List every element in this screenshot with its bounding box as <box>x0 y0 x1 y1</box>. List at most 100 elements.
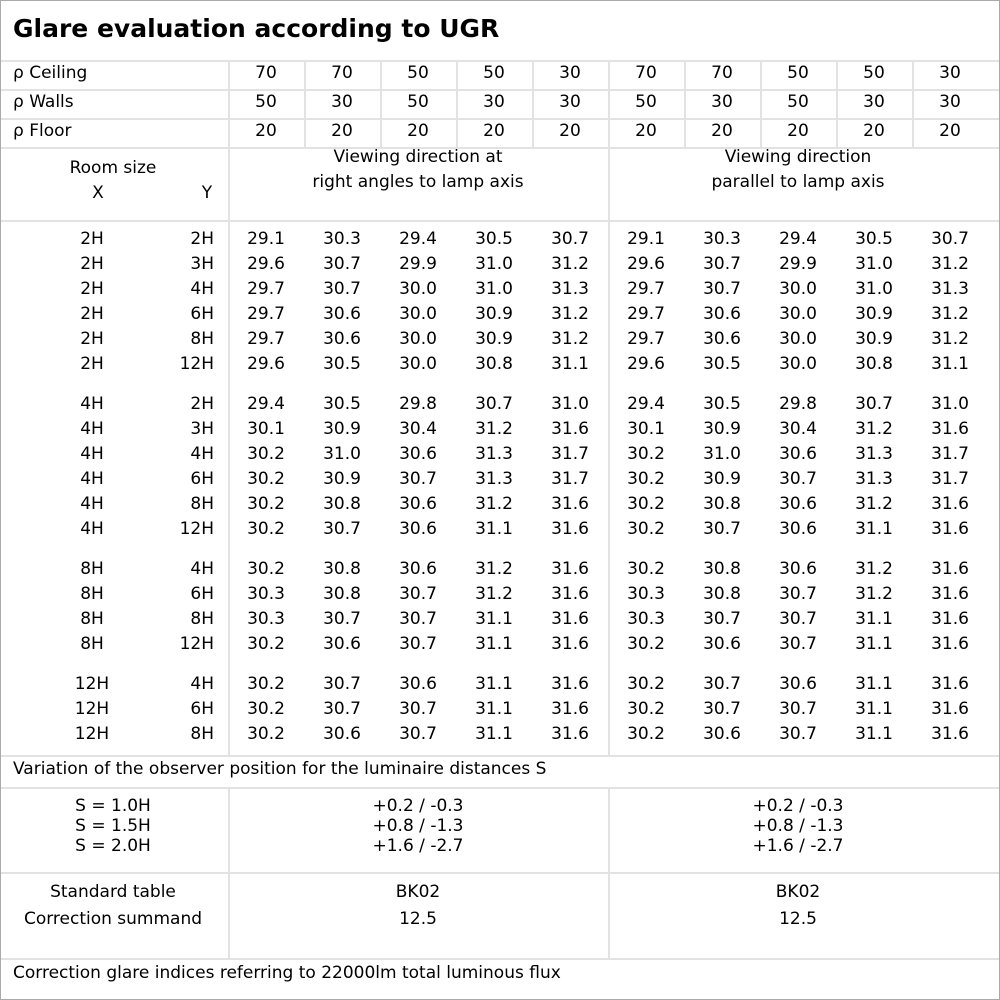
reflectance-value: 30 <box>939 92 961 112</box>
ugr-value: 31.2 <box>475 584 513 604</box>
ugr-value: 30.6 <box>779 494 817 514</box>
room-x-value: 4H <box>80 519 104 539</box>
reflectance-value: 20 <box>635 121 657 141</box>
ugr-value: 29.4 <box>399 229 437 249</box>
ugr-value: 31.2 <box>551 329 589 349</box>
room-x-value: 4H <box>80 469 104 489</box>
standard-table-label: Standard table <box>50 882 176 902</box>
ugr-value: 31.6 <box>931 699 969 719</box>
room-y-value: 4H <box>190 559 214 579</box>
ugr-value: 31.2 <box>551 254 589 274</box>
ugr-value: 30.6 <box>399 519 437 539</box>
ugr-value: 31.7 <box>931 444 969 464</box>
ugr-value: 30.2 <box>627 559 665 579</box>
room-y-value: 8H <box>190 609 214 629</box>
room-y-value: 4H <box>190 279 214 299</box>
variation-right: +1.6 / -2.7 <box>372 836 464 856</box>
ugr-value: 29.7 <box>247 279 285 299</box>
ugr-value: 30.8 <box>323 584 361 604</box>
ugr-value: 31.2 <box>475 559 513 579</box>
grid-line <box>456 60 458 147</box>
room-size-label: Room size <box>69 158 157 178</box>
ugr-value: 31.6 <box>931 419 969 439</box>
reflectance-value: 50 <box>407 92 429 112</box>
ugr-value: 31.6 <box>931 519 969 539</box>
ugr-value: 30.6 <box>703 634 741 654</box>
ugr-value: 30.2 <box>247 559 285 579</box>
ugr-value: 30.6 <box>323 724 361 744</box>
grid-line <box>684 60 686 147</box>
spacing-label: S = 1.0H <box>75 796 151 816</box>
ugr-value: 30.7 <box>323 279 361 299</box>
ugr-value: 31.1 <box>475 634 513 654</box>
ugr-value: 30.7 <box>399 634 437 654</box>
ugr-value: 31.2 <box>475 494 513 514</box>
ugr-value: 31.3 <box>855 469 893 489</box>
ugr-value: 31.3 <box>551 279 589 299</box>
grid-line <box>1 755 999 757</box>
ugr-value: 29.8 <box>399 394 437 414</box>
ugr-value: 31.6 <box>551 519 589 539</box>
reflectance-value: 20 <box>255 121 277 141</box>
ugr-value: 30.2 <box>247 634 285 654</box>
ugr-value: 30.6 <box>779 674 817 694</box>
variation-parallel: +1.6 / -2.7 <box>752 836 844 856</box>
ugr-value: 30.5 <box>323 354 361 374</box>
ugr-value: 29.6 <box>247 354 285 374</box>
ugr-value: 30.6 <box>703 304 741 324</box>
room-y-value: 6H <box>190 584 214 604</box>
grid-line <box>1 60 999 62</box>
ugr-value: 30.9 <box>855 304 893 324</box>
reflectance-value: 20 <box>711 121 733 141</box>
room-x-value: 2H <box>80 329 104 349</box>
ugr-value: 30.6 <box>779 559 817 579</box>
reflectance-value: 20 <box>483 121 505 141</box>
ugr-value: 31.6 <box>931 724 969 744</box>
room-x-label: X <box>92 183 104 203</box>
ugr-value: 30.3 <box>247 584 285 604</box>
room-y-value: 6H <box>190 699 214 719</box>
ugr-value: 31.1 <box>475 699 513 719</box>
ugr-value: 31.6 <box>551 634 589 654</box>
ugr-value: 29.9 <box>779 254 817 274</box>
ugr-value: 30.3 <box>247 609 285 629</box>
ugr-value: 30.7 <box>399 584 437 604</box>
ugr-value: 30.3 <box>627 609 665 629</box>
ugr-value: 30.5 <box>855 229 893 249</box>
ugr-value: 31.6 <box>931 634 969 654</box>
reflectance-value: 30 <box>939 63 961 83</box>
room-x-value: 2H <box>80 279 104 299</box>
ugr-value: 31.2 <box>855 494 893 514</box>
ugr-value: 30.8 <box>703 584 741 604</box>
ugr-value: 30.2 <box>247 469 285 489</box>
grid-line <box>1 220 999 222</box>
grid-line <box>1 89 999 91</box>
room-y-value: 12H <box>179 354 214 374</box>
ugr-value: 30.5 <box>323 394 361 414</box>
ugr-value: 31.7 <box>931 469 969 489</box>
ugr-value: 31.1 <box>855 674 893 694</box>
reflectance-value: 20 <box>407 121 429 141</box>
correction-summand-label: Correction summand <box>23 909 203 929</box>
room-x-value: 8H <box>80 609 104 629</box>
ugr-value: 30.7 <box>323 699 361 719</box>
ugr-value: 30.7 <box>779 469 817 489</box>
reflectance-value: 30 <box>559 92 581 112</box>
reflectance-value: 20 <box>559 121 581 141</box>
page-title: Glare evaluation according to UGR <box>13 14 500 43</box>
ugr-value: 30.7 <box>779 724 817 744</box>
room-x-value: 2H <box>80 354 104 374</box>
room-x-value: 2H <box>80 254 104 274</box>
ugr-value: 30.6 <box>399 494 437 514</box>
ugr-value: 31.0 <box>323 444 361 464</box>
ugr-value: 31.1 <box>855 699 893 719</box>
ugr-value: 29.9 <box>399 254 437 274</box>
variation-parallel: +0.2 / -0.3 <box>752 796 844 816</box>
reflectance-value: 30 <box>559 63 581 83</box>
ugr-value: 31.6 <box>931 609 969 629</box>
ugr-value: 30.7 <box>551 229 589 249</box>
ugr-value: 31.0 <box>931 394 969 414</box>
ugr-value: 30.6 <box>703 329 741 349</box>
variation-right: +0.8 / -1.3 <box>372 816 464 836</box>
ugr-value: 29.1 <box>247 229 285 249</box>
